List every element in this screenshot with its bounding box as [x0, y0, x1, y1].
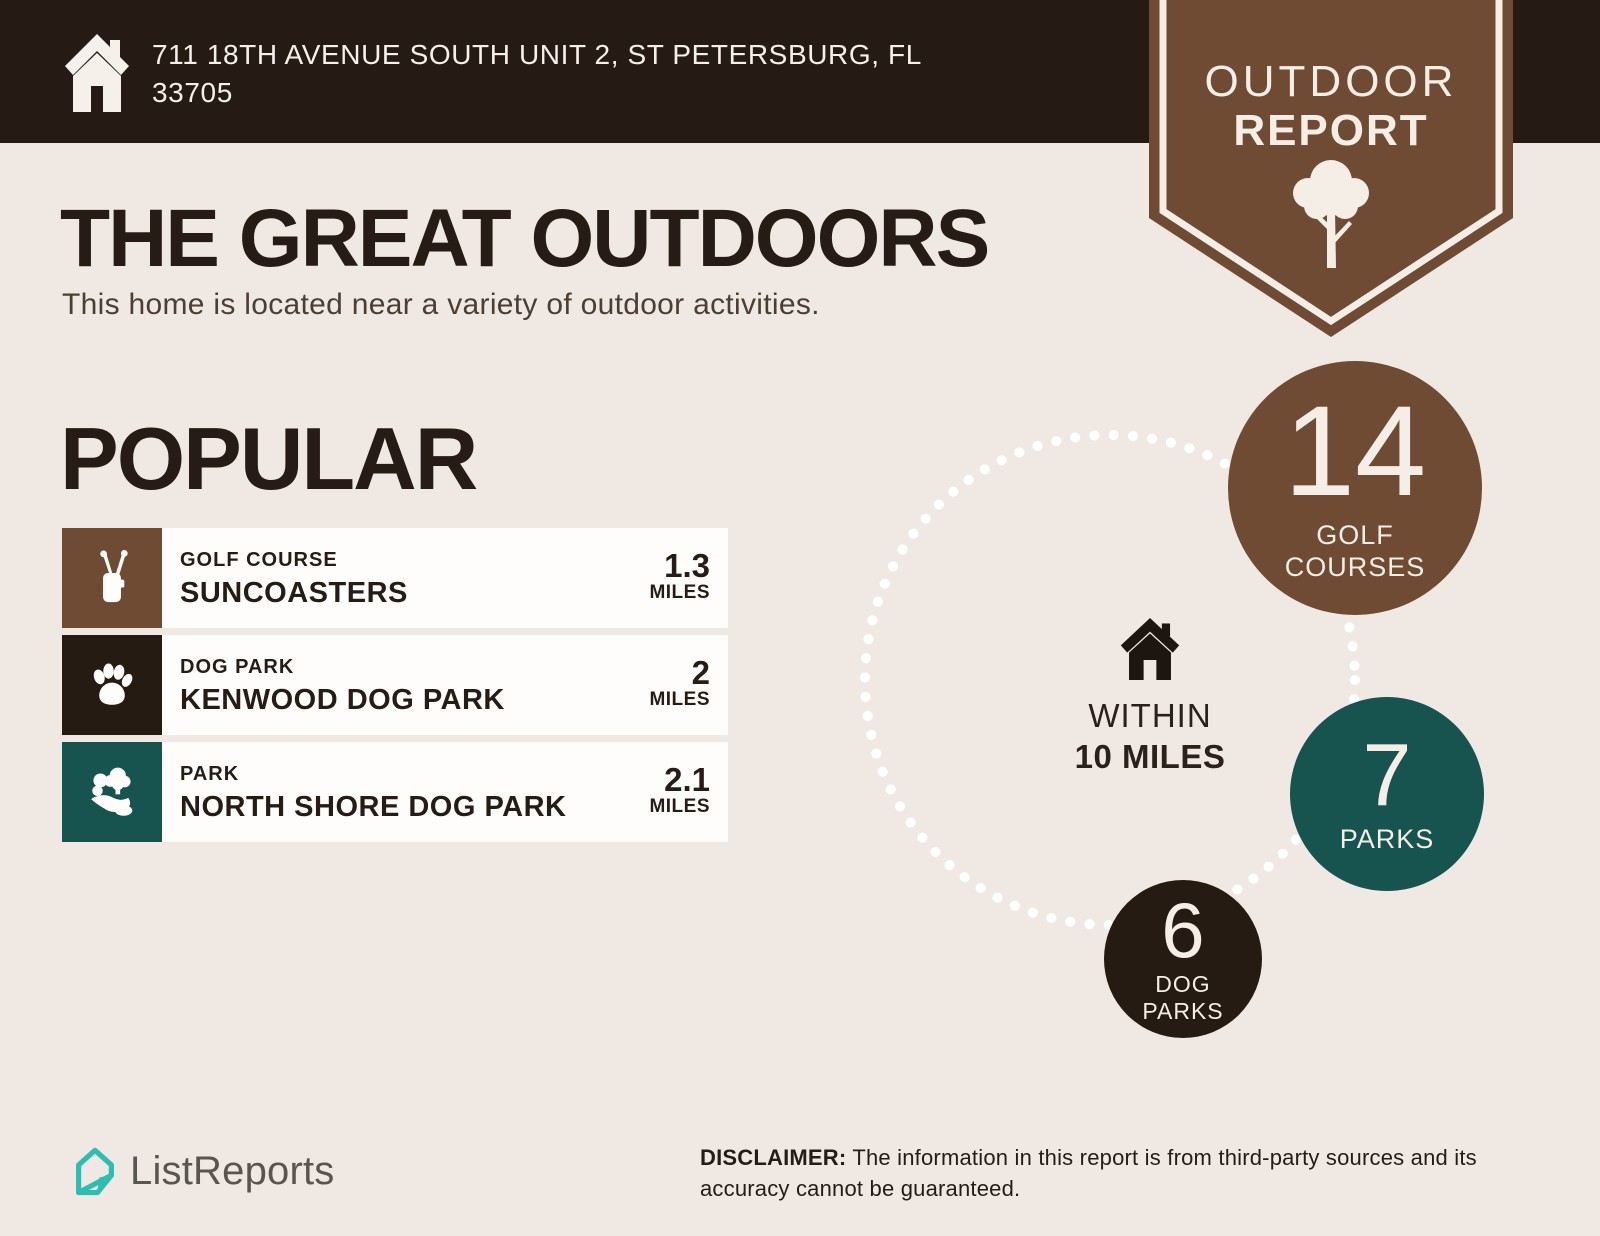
- outdoor-report-badge: OUTDOOR REPORT: [1149, 0, 1513, 340]
- listreports-house-icon: [76, 1147, 114, 1196]
- poi-text: PARK NORTH SHORE DOG PARK: [162, 742, 618, 842]
- stat-label: DOG PARKS: [1142, 971, 1223, 1025]
- poi-text: GOLF COURSE SUNCOASTERS: [162, 528, 618, 628]
- list-item-park: PARK NORTH SHORE DOG PARK 2.1 MILES: [62, 742, 728, 842]
- stat-label-line1: GOLF: [1316, 520, 1394, 550]
- poi-category: GOLF COURSE: [180, 549, 338, 571]
- list-item-dog-park: DOG PARK KENWOOD DOG PARK 2 MILES: [62, 635, 728, 735]
- property-address: 711 18TH AVENUE SOUTH UNIT 2, ST PETERSB…: [152, 36, 1052, 112]
- stat-label-line2: COURSES: [1284, 552, 1426, 582]
- house-icon: [1118, 618, 1182, 685]
- within-distance: 10 MILES: [1074, 738, 1226, 775]
- listreports-logo: ListReports: [74, 1146, 335, 1196]
- poi-distance-unit: MILES: [649, 689, 710, 710]
- stat-label-line1: DOG: [1155, 970, 1211, 997]
- poi-category: PARK: [180, 763, 240, 785]
- poi-distance: 1.3 MILES: [618, 528, 728, 628]
- poi-distance: 2 MILES: [618, 635, 728, 735]
- address-line-2: 33705: [152, 77, 233, 108]
- within-label: WITHIN: [1088, 697, 1212, 734]
- disclaimer-label: DISCLAIMER:: [700, 1145, 847, 1170]
- popular-heading: POPULAR: [60, 409, 478, 508]
- page-subtitle: This home is located near a variety of o…: [62, 288, 820, 321]
- stat-value: 14: [1283, 380, 1427, 523]
- badge-title-line2: REPORT: [1233, 106, 1428, 155]
- radius-center: WITHIN 10 MILES: [1050, 618, 1250, 776]
- poi-distance-unit: MILES: [649, 796, 710, 817]
- poi-distance-value: 2: [691, 654, 710, 691]
- stat-value: 6: [1161, 885, 1205, 974]
- popular-list: GOLF COURSE SUNCOASTERS 1.3 MILES DOG PA…: [62, 528, 728, 849]
- poi-text: DOG PARK KENWOOD DOG PARK: [162, 635, 618, 735]
- poi-name: NORTH SHORE DOG PARK: [180, 791, 567, 823]
- home-icon: [62, 34, 132, 117]
- poi-distance: 2.1 MILES: [618, 742, 728, 842]
- address-line-1: 711 18TH AVENUE SOUTH UNIT 2, ST PETERSB…: [152, 39, 922, 70]
- disclaimer-text: The information in this report is from t…: [700, 1145, 1477, 1201]
- stat-dog-parks: 6 DOG PARKS: [1104, 880, 1262, 1038]
- list-item-golf-course: GOLF COURSE SUNCOASTERS 1.3 MILES: [62, 528, 728, 628]
- brand-name: ListReports: [130, 1148, 335, 1193]
- stat-label: PARKS: [1339, 824, 1435, 854]
- stat-value: 7: [1362, 725, 1412, 824]
- stat-golf-courses: 14 GOLF COURSES: [1228, 361, 1482, 615]
- poi-distance-value: 1.3: [664, 547, 710, 584]
- tree-icon: [1293, 160, 1369, 268]
- disclaimer: DISCLAIMER: The information in this repo…: [700, 1142, 1520, 1204]
- paw-icon: [62, 635, 162, 735]
- page-title: THE GREAT OUTDOORS: [60, 193, 990, 284]
- poi-name: KENWOOD DOG PARK: [180, 684, 505, 716]
- park-icon: [62, 742, 162, 842]
- badge-title-line1: OUTDOOR: [1205, 57, 1458, 106]
- golf-bag-icon: [62, 528, 162, 628]
- poi-category: DOG PARK: [180, 656, 295, 678]
- stat-parks: 7 PARKS: [1290, 697, 1484, 891]
- poi-name: SUNCOASTERS: [180, 577, 408, 609]
- badge-inner-border: [1159, 0, 1503, 326]
- radius-dotted-circle: [860, 430, 1360, 930]
- stat-label: GOLF COURSES: [1285, 519, 1426, 583]
- poi-distance-unit: MILES: [649, 582, 710, 603]
- stat-label-line2: PARKS: [1142, 997, 1224, 1024]
- poi-distance-value: 2.1: [664, 761, 710, 798]
